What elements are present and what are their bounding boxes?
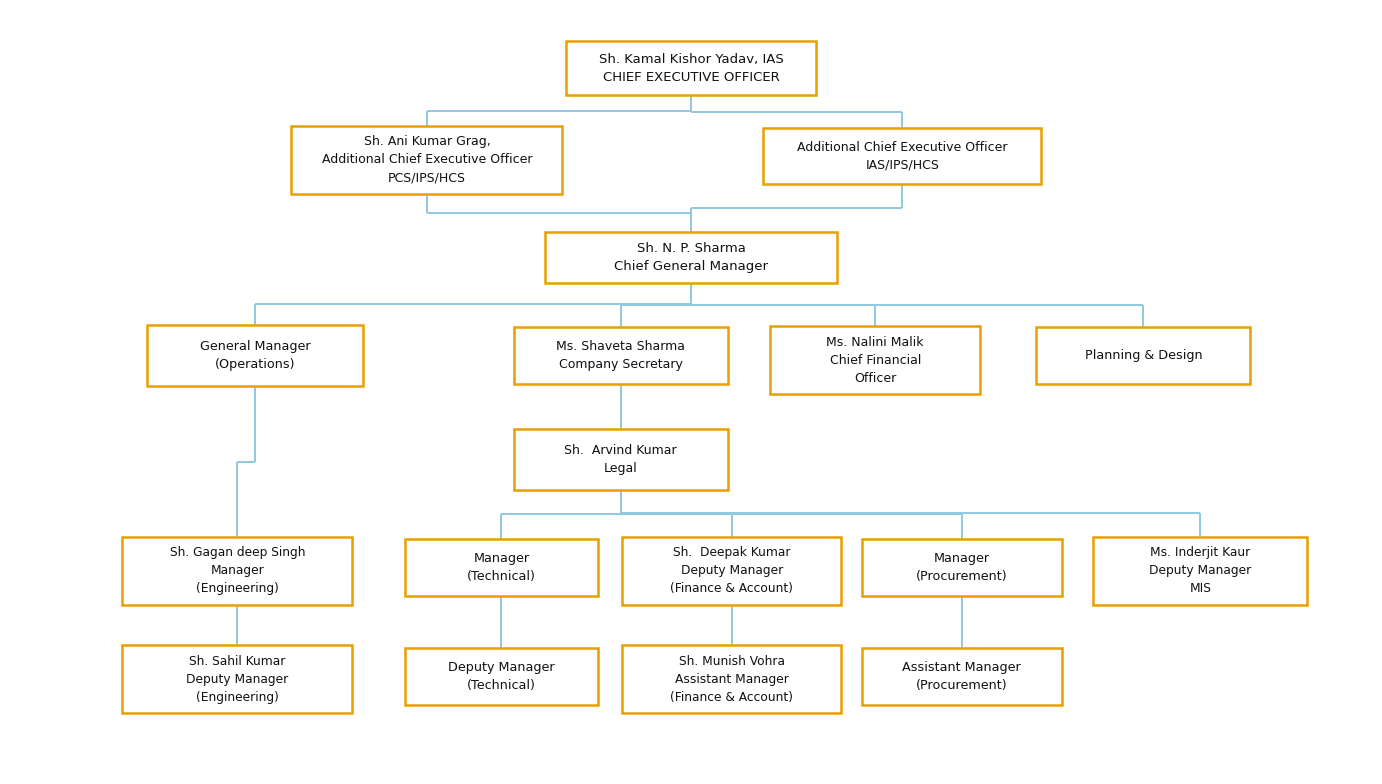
FancyBboxPatch shape <box>122 645 352 713</box>
FancyBboxPatch shape <box>1036 327 1251 384</box>
FancyBboxPatch shape <box>622 645 842 713</box>
FancyBboxPatch shape <box>292 126 562 194</box>
FancyBboxPatch shape <box>861 648 1063 705</box>
FancyBboxPatch shape <box>763 129 1041 184</box>
Text: Additional Chief Executive Officer
IAS/IPS/HCS: Additional Chief Executive Officer IAS/I… <box>797 140 1007 172</box>
FancyBboxPatch shape <box>146 325 363 387</box>
Text: Manager
(Technical): Manager (Technical) <box>467 552 536 583</box>
Text: Deputy Manager
(Technical): Deputy Manager (Technical) <box>448 661 554 691</box>
Text: Sh. Ani Kumar Grag,
Additional Chief Executive Officer
PCS/IPS/HCS: Sh. Ani Kumar Grag, Additional Chief Exe… <box>322 136 532 184</box>
Text: Planning & Design: Planning & Design <box>1085 349 1202 362</box>
Text: Sh. Munish Vohra
Assistant Manager
(Finance & Account): Sh. Munish Vohra Assistant Manager (Fina… <box>670 655 793 704</box>
Text: General Manager
(Operations): General Manager (Operations) <box>199 340 310 371</box>
FancyBboxPatch shape <box>622 537 842 604</box>
FancyBboxPatch shape <box>1093 537 1307 604</box>
FancyBboxPatch shape <box>546 232 836 283</box>
Text: Ms. Inderjit Kaur
Deputy Manager
MIS: Ms. Inderjit Kaur Deputy Manager MIS <box>1148 546 1251 595</box>
Text: Sh.  Deepak Kumar
Deputy Manager
(Finance & Account): Sh. Deepak Kumar Deputy Manager (Finance… <box>670 546 793 595</box>
Text: Sh. Sahil Kumar
Deputy Manager
(Engineering): Sh. Sahil Kumar Deputy Manager (Engineer… <box>187 655 289 704</box>
Text: Sh. N. P. Sharma
Chief General Manager: Sh. N. P. Sharma Chief General Manager <box>614 242 768 273</box>
Text: Sh.  Arvind Kumar
Legal: Sh. Arvind Kumar Legal <box>564 444 677 475</box>
FancyBboxPatch shape <box>405 648 598 705</box>
Text: Sh. Kamal Kishor Yadav, IAS
CHIEF EXECUTIVE OFFICER: Sh. Kamal Kishor Yadav, IAS CHIEF EXECUT… <box>598 53 784 84</box>
FancyBboxPatch shape <box>405 539 598 597</box>
FancyBboxPatch shape <box>122 537 352 604</box>
Text: Manager
(Procurement): Manager (Procurement) <box>916 552 1007 583</box>
FancyBboxPatch shape <box>770 326 980 394</box>
Text: Sh. Gagan deep Singh
Manager
(Engineering): Sh. Gagan deep Singh Manager (Engineerin… <box>170 546 305 595</box>
Text: Assistant Manager
(Procurement): Assistant Manager (Procurement) <box>902 661 1021 691</box>
Text: Ms. Shaveta Sharma
Company Secretary: Ms. Shaveta Sharma Company Secretary <box>556 340 685 371</box>
Text: Ms. Nalini Malik
Chief Financial
Officer: Ms. Nalini Malik Chief Financial Officer <box>826 336 925 385</box>
FancyBboxPatch shape <box>861 539 1063 597</box>
FancyBboxPatch shape <box>565 41 817 95</box>
FancyBboxPatch shape <box>514 327 727 384</box>
FancyBboxPatch shape <box>514 430 727 489</box>
